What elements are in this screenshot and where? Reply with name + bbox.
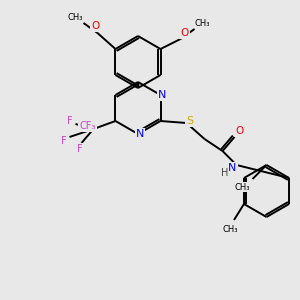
Text: CH₃: CH₃ [222,226,238,235]
Text: F: F [61,136,66,146]
Text: CH₃: CH₃ [195,19,210,28]
Text: N: N [158,90,167,100]
Text: S: S [186,116,193,126]
Text: O: O [236,126,244,136]
Text: O: O [92,21,100,31]
Text: N: N [136,129,144,139]
Text: F: F [67,116,72,126]
Text: CH₃: CH₃ [68,13,83,22]
Text: CH₃: CH₃ [235,182,250,191]
Text: CF₃: CF₃ [79,121,96,131]
Text: O: O [180,28,189,38]
Text: H: H [221,168,228,178]
Text: N: N [228,163,237,173]
Text: F: F [77,144,82,154]
